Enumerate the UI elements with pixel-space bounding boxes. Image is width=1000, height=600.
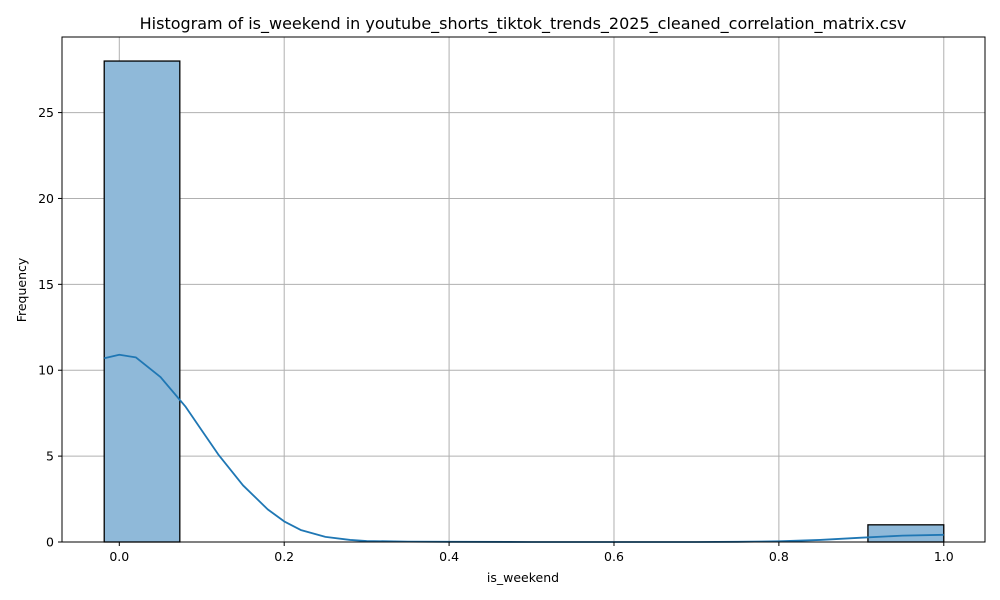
grid-lines	[62, 37, 985, 543]
histogram-bar	[867, 524, 945, 543]
x-tick-label: 0.0	[109, 549, 129, 564]
plot-frame	[61, 36, 986, 543]
y-axis-label: Frequency	[14, 257, 29, 322]
histogram-bars	[103, 60, 945, 543]
x-tick-label: 0.2	[274, 549, 294, 564]
y-tick-label: 0	[46, 535, 54, 550]
x-tick-label: 0.4	[439, 549, 459, 564]
y-tick-label: 5	[46, 449, 54, 464]
x-tick-label: 0.6	[604, 549, 624, 564]
x-tick-label: 1.0	[934, 549, 954, 564]
y-tick-label: 10	[38, 363, 54, 378]
kde-line	[104, 353, 944, 543]
kde-curve-layer	[104, 353, 944, 543]
x-axis-ticks: 0.0 0.2 0.4 0.6 0.8 1.0	[109, 542, 954, 564]
y-tick-label: 25	[38, 105, 54, 120]
y-axis-ticks: 0 5 10 15 20 25	[38, 105, 62, 550]
x-tick-label: 0.8	[769, 549, 789, 564]
x-axis-label: is_weekend	[487, 570, 559, 585]
y-tick-label: 15	[38, 277, 54, 292]
histogram-bar	[103, 60, 181, 543]
y-tick-label: 20	[38, 191, 54, 206]
chart-title: Histogram of is_weekend in youtube_short…	[140, 14, 907, 34]
